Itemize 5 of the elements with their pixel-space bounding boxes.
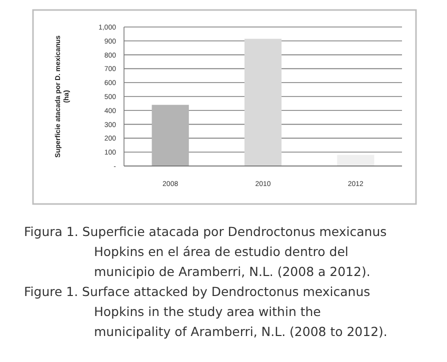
bar: [337, 154, 374, 166]
bar: [244, 38, 282, 166]
text: Figura 1. Superficie atacada por Dendroctonus mexicanus Hopkins en el área de estudio dentro del municipio de Aramberri, N.L. (2008 a 2012).: [24, 224, 387, 279]
caption: Figure 1. Surface attacked by Dendroctonus mexicanus Hopkins in the study area within the municipality of Aramberri, N.L. (2008 to 2012).: [24, 284, 388, 339]
bar: [152, 104, 189, 166]
